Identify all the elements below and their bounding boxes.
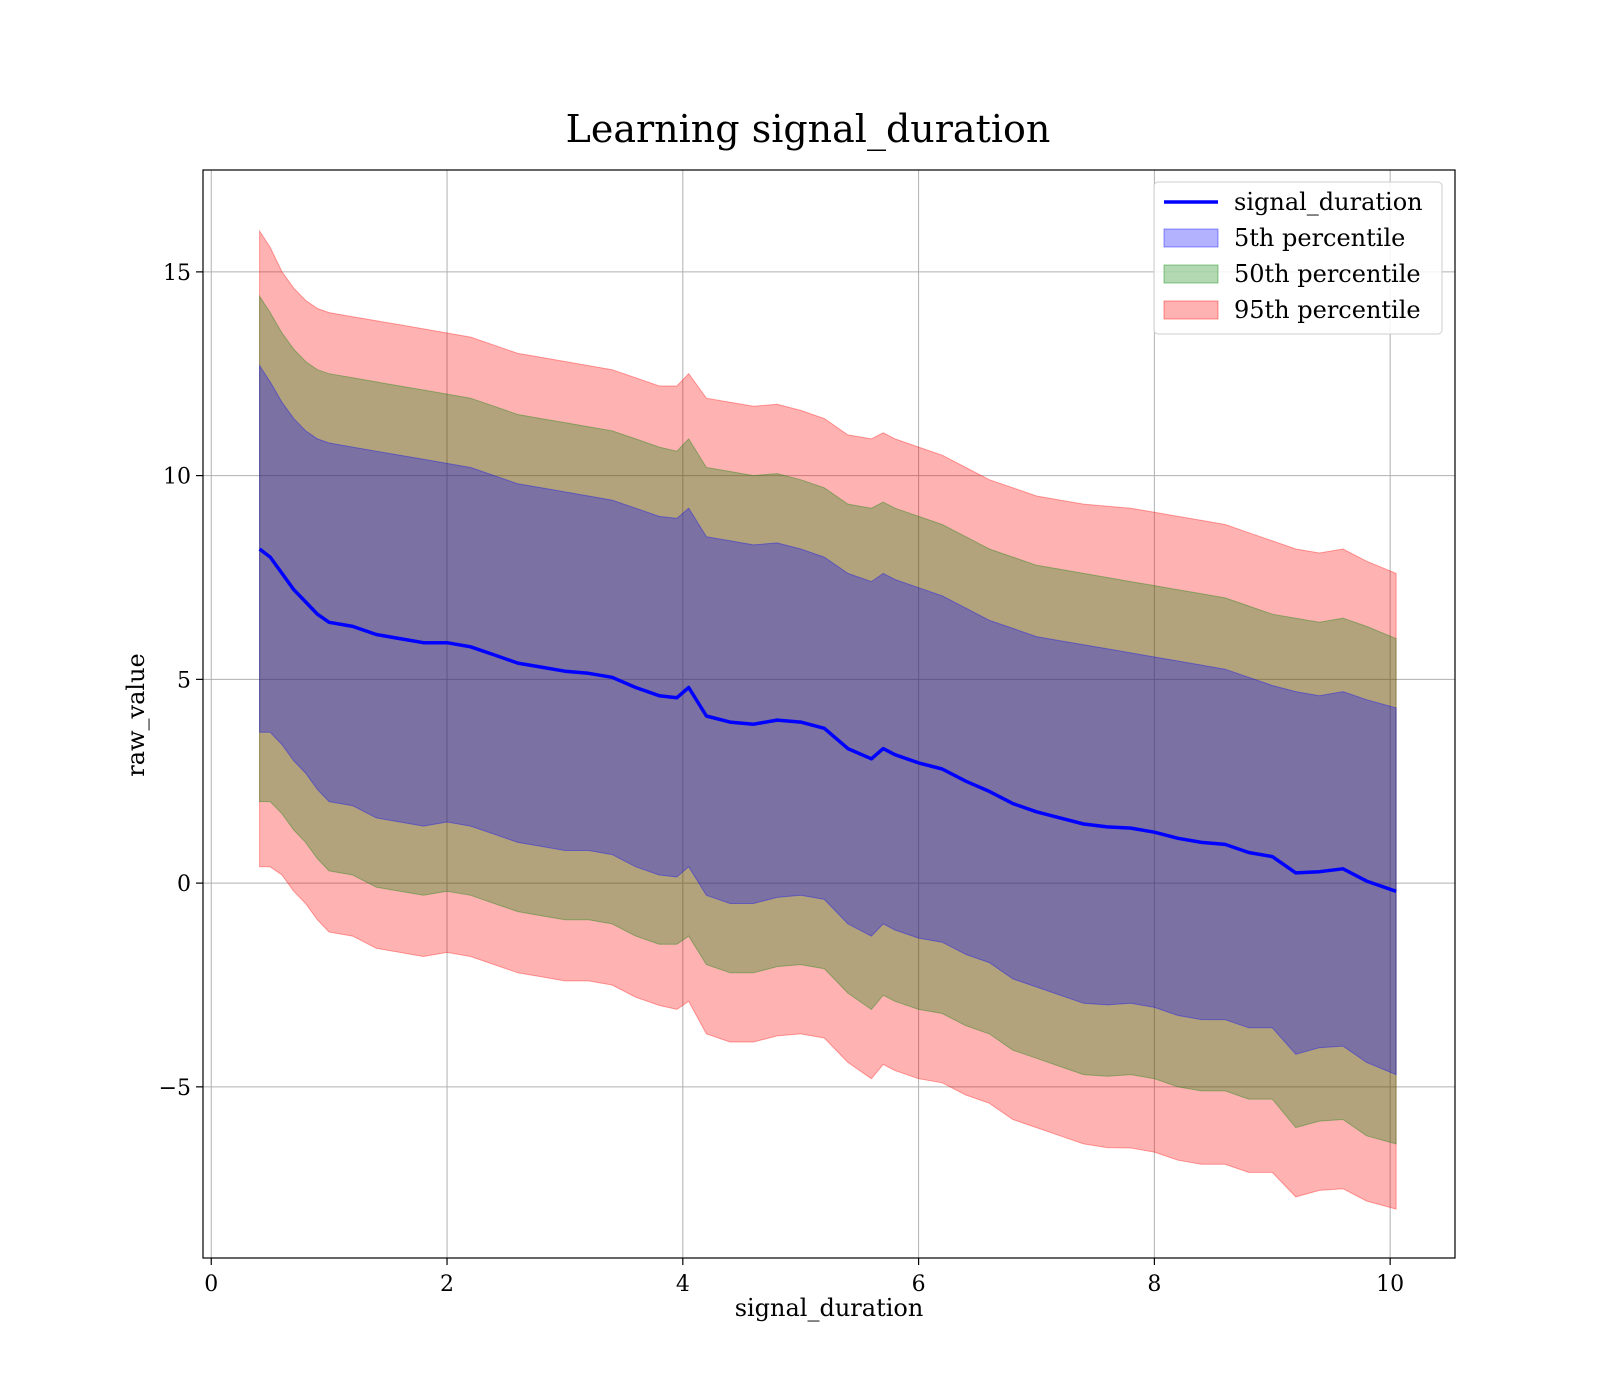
legend-label: signal_duration <box>1234 188 1423 216</box>
legend-label: 95th percentile <box>1234 296 1421 324</box>
x-tick-label: 0 <box>204 1272 218 1297</box>
legend-patch-swatch <box>1163 300 1219 320</box>
x-tick-label: 10 <box>1376 1272 1404 1297</box>
y-tick-label: 15 <box>163 261 191 286</box>
y-tick-label: 10 <box>163 465 191 490</box>
band-95th-percentile <box>259 229 1397 1210</box>
y-tick-label: 5 <box>177 668 191 693</box>
legend-box <box>1153 181 1443 335</box>
legend-label: 50th percentile <box>1234 260 1421 288</box>
legend-label: 5th percentile <box>1234 224 1405 252</box>
series-line-signal-duration <box>258 547 1397 893</box>
y-tick-label: 0 <box>177 872 191 897</box>
y-tick-label: −5 <box>159 1076 191 1101</box>
chart-title: Learning signal_duration <box>566 107 1051 152</box>
x-tick-label: 2 <box>440 1272 454 1297</box>
band-5th-percentile <box>259 363 1397 1076</box>
y-axis-label: raw_value <box>122 653 150 777</box>
series-line-group <box>258 547 1397 893</box>
band-50th-percentile <box>259 294 1397 1145</box>
x-tick-label: 8 <box>1147 1272 1161 1297</box>
x-axis-label: signal_duration <box>735 1294 924 1322</box>
axis-ticks: 0 2 4 6 8 10 −5 0 5 10 15 <box>159 261 1405 1297</box>
legend: signal_duration 5th percentile 50th percen… <box>1153 181 1443 335</box>
percentile-bands <box>259 229 1397 1210</box>
legend-patch-swatch <box>1163 264 1219 284</box>
grid <box>203 170 1455 1258</box>
x-tick-label: 6 <box>912 1272 926 1297</box>
legend-patch-swatch <box>1163 228 1219 248</box>
plot-frame <box>202 169 1456 1259</box>
x-tick-label: 4 <box>676 1272 690 1297</box>
